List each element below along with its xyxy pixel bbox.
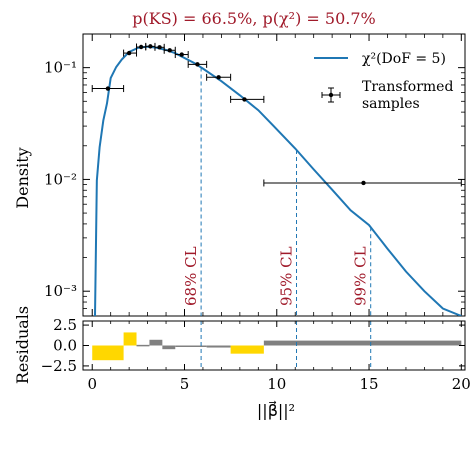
residual-bar <box>162 345 176 350</box>
residual-bar <box>206 345 231 348</box>
residual-bar <box>175 345 207 347</box>
y-axis-label-density: Density <box>13 147 32 208</box>
data-point <box>148 44 153 49</box>
data-point <box>167 48 172 53</box>
x-tick-label: 20 <box>452 375 471 393</box>
data-point <box>179 52 184 57</box>
y-tick-label: 10⁻¹ <box>44 59 77 77</box>
data-point <box>195 62 200 67</box>
residual-y-tick-label: −2.5 <box>41 357 77 375</box>
legend-label-samples-1: Transformed <box>362 79 453 95</box>
y-tick-label: 10⁻² <box>44 170 77 188</box>
data-point <box>157 45 162 50</box>
y-axis-label-residuals: Residuals <box>13 306 32 384</box>
x-tick-label: 0 <box>87 375 97 393</box>
legend-marker <box>328 92 334 98</box>
y-tick-label: 10⁻³ <box>44 282 77 300</box>
cl-label: 95% CL <box>278 246 296 306</box>
residual-y-tick-label: 2.5 <box>53 316 77 334</box>
x-axis-label: ||β⃗||² <box>257 400 295 420</box>
data-point <box>105 86 111 91</box>
data-point <box>361 180 366 186</box>
residual-y-tick-label: 0.0 <box>53 337 77 355</box>
data-point <box>242 97 247 102</box>
x-tick-label: 10 <box>267 375 286 393</box>
residual-bar <box>263 340 462 346</box>
residual-bar <box>230 345 264 354</box>
legend-label-curve: χ²(DoF = 5) <box>362 51 446 67</box>
residual-bar <box>136 344 150 347</box>
x-tick-label: 5 <box>180 375 190 393</box>
x-tick-label: 15 <box>359 375 378 393</box>
curve-chi2 <box>94 45 462 316</box>
data-point <box>216 75 221 80</box>
cl-label: 68% CL <box>182 246 200 306</box>
main-panel: 10⁻³ 10⁻² 10⁻¹ 68% CL 95% CL 99% CL <box>44 33 466 317</box>
data-point <box>126 50 132 56</box>
main-frame <box>82 33 466 317</box>
residual-bar <box>149 339 163 346</box>
data-point <box>138 44 144 50</box>
chart-title: p(KS) = 66.5%, p(χ²) = 50.7% <box>132 9 375 28</box>
residual-bar <box>123 332 137 346</box>
residuals-panel: −2.5 0.0 2.5 0 5 10 15 20 <box>41 316 471 393</box>
legend-label-samples-2: samples <box>362 96 420 112</box>
residual-bar <box>92 345 124 361</box>
cl-label: 99% CL <box>352 246 370 306</box>
